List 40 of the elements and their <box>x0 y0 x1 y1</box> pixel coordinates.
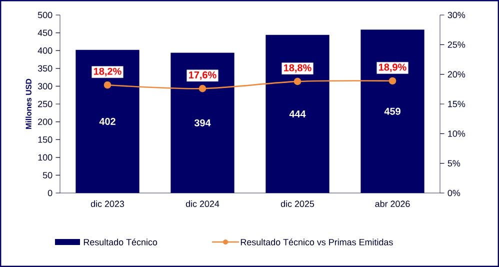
y-tick-label: 500 <box>38 12 52 18</box>
point <box>198 84 206 92</box>
y2-tick-label: 20% <box>448 71 466 78</box>
bar <box>360 30 424 193</box>
data-label: 17,6% <box>189 71 216 80</box>
data-label: 18,9% <box>379 64 406 72</box>
legend-label: Resultado Técnico vs Primas Emitidas <box>240 238 393 246</box>
y-tick-label: 0 <box>48 190 52 196</box>
x-tick-label: dic 2024 <box>186 200 220 208</box>
data-label: 402 <box>99 118 116 125</box>
bar <box>76 50 140 193</box>
point <box>294 78 302 86</box>
y-tick-label: 50 <box>42 172 52 178</box>
y-tick-label: 150 <box>38 136 52 143</box>
y2-tick-label: 30% <box>448 12 466 18</box>
x-tick-label: dic 2023 <box>90 200 124 208</box>
y-tick-label: 100 <box>38 154 52 161</box>
bar <box>170 52 234 193</box>
y-tick-label: 200 <box>38 118 52 125</box>
y-tick-label: 300 <box>38 83 52 90</box>
y2-tick-label: 15% <box>448 100 466 108</box>
data-label: 18,2% <box>94 68 122 76</box>
y-tick-label: 400 <box>38 47 52 54</box>
y2-tick-label: 0% <box>448 190 460 196</box>
data-label: 459 <box>384 108 400 115</box>
x-tick-label: dic 2025 <box>280 200 314 208</box>
y-tick-label: 450 <box>38 30 52 36</box>
x-tick-label: abr 2026 <box>375 200 410 208</box>
data-label: 18,8% <box>284 64 312 73</box>
data-label: 444 <box>289 110 306 118</box>
point <box>104 81 112 89</box>
y-tick-label: 350 <box>38 65 52 72</box>
data-label: 394 <box>194 119 211 126</box>
y-tick-label: 250 <box>38 100 52 108</box>
legend-label: Resultado Técnico <box>84 238 158 246</box>
y2-tick-label: 25% <box>448 41 466 48</box>
point <box>388 77 396 85</box>
y2-tick-label: 10% <box>448 130 466 137</box>
bar <box>266 34 330 193</box>
y2-tick-label: 5% <box>448 160 460 166</box>
